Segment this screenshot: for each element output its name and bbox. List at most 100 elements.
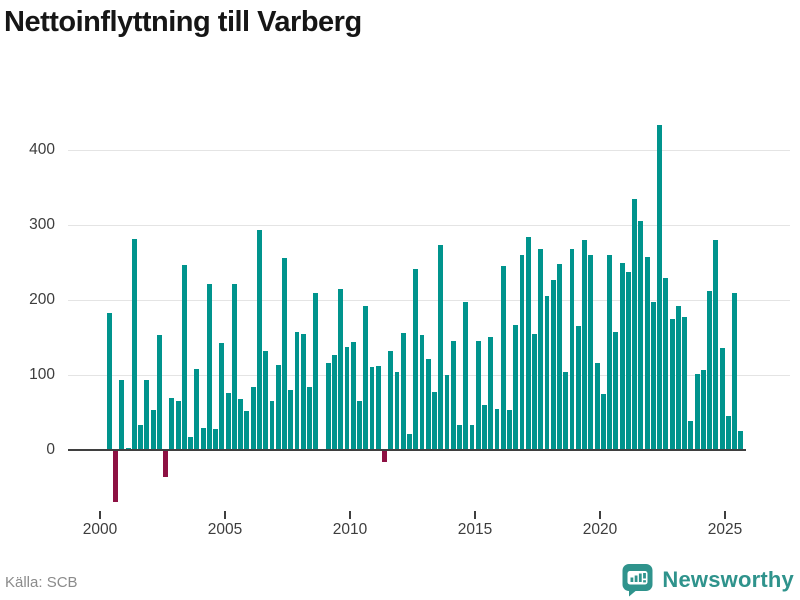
bar xyxy=(532,333,537,450)
bar xyxy=(169,397,175,450)
bar xyxy=(256,230,262,450)
bar xyxy=(357,400,362,450)
bar xyxy=(425,358,431,450)
bar xyxy=(625,271,631,450)
bar xyxy=(375,366,381,450)
bar xyxy=(181,264,187,450)
bar xyxy=(563,372,569,450)
source-label: Källa: SCB xyxy=(5,574,78,591)
bar xyxy=(206,283,212,450)
bar xyxy=(569,249,575,450)
x-axis-label: 2000 xyxy=(82,521,118,538)
bar xyxy=(382,451,387,463)
bar xyxy=(544,295,550,450)
x-axis-tick xyxy=(724,511,726,519)
bar xyxy=(238,399,244,450)
y-axis-label: 100 xyxy=(29,366,55,383)
bar xyxy=(269,401,275,450)
bar xyxy=(294,332,300,450)
bar xyxy=(250,387,256,450)
bar xyxy=(113,451,119,502)
bar xyxy=(632,198,638,450)
bar xyxy=(419,335,425,450)
bar xyxy=(213,429,219,450)
bar xyxy=(500,266,506,450)
bar xyxy=(131,238,137,450)
x-axis-label: 2005 xyxy=(207,521,243,538)
bar xyxy=(194,369,200,450)
x-axis-tick xyxy=(599,511,601,519)
bar xyxy=(457,424,462,450)
y-axis-label: 300 xyxy=(29,216,55,233)
bar xyxy=(432,392,437,450)
bar xyxy=(613,332,619,450)
bar xyxy=(125,447,131,450)
y-axis-label: 0 xyxy=(46,441,55,458)
bar xyxy=(407,433,412,450)
x-axis-label: 2025 xyxy=(707,521,743,538)
bar xyxy=(619,262,625,450)
x-axis-tick xyxy=(349,511,351,519)
bar xyxy=(400,333,406,450)
bar xyxy=(275,364,281,450)
bar xyxy=(669,318,675,450)
bar xyxy=(713,240,719,450)
bar xyxy=(513,324,519,450)
bar xyxy=(156,335,162,450)
bar xyxy=(138,425,144,450)
bar xyxy=(244,411,250,450)
bar xyxy=(225,393,231,450)
bar xyxy=(650,301,656,450)
gridline xyxy=(68,225,790,226)
bar xyxy=(163,451,169,478)
bar xyxy=(394,372,400,450)
bar xyxy=(657,125,663,450)
bar xyxy=(288,390,294,450)
x-axis-label: 2020 xyxy=(582,521,618,538)
bar xyxy=(663,277,669,450)
bar xyxy=(688,420,694,450)
bar xyxy=(607,255,612,450)
bar xyxy=(150,410,156,450)
bar xyxy=(119,379,125,450)
bar xyxy=(494,408,500,450)
gridline xyxy=(68,300,790,301)
bar xyxy=(413,268,419,450)
bar xyxy=(231,283,237,450)
bar xyxy=(638,221,644,450)
y-axis-label: 400 xyxy=(29,141,55,158)
bar xyxy=(525,237,531,450)
newsworthy-logo[interactable]: Newsworthy xyxy=(621,563,794,597)
bar xyxy=(325,363,331,450)
bar xyxy=(282,258,287,450)
bar xyxy=(582,240,587,450)
plot-area: 0 100 200 300 400 2000 2005 2010 2015 2020 2025 xyxy=(0,115,800,555)
bar xyxy=(707,291,713,450)
bar xyxy=(588,255,594,450)
bar xyxy=(732,293,738,450)
bar xyxy=(388,351,394,450)
bar xyxy=(450,341,456,450)
bar xyxy=(263,351,269,450)
newsworthy-wordmark: Newsworthy xyxy=(662,567,794,592)
bar xyxy=(200,428,206,450)
chart-title: Nettoinflyttning till Varberg xyxy=(4,6,362,38)
bar xyxy=(644,257,650,450)
bar xyxy=(106,312,112,450)
bar xyxy=(369,366,375,450)
bar xyxy=(507,409,512,450)
bar xyxy=(600,393,606,450)
bar xyxy=(694,373,700,450)
bar xyxy=(682,317,688,450)
x-axis-tick xyxy=(99,511,101,519)
bar xyxy=(575,326,581,450)
bar xyxy=(444,375,450,450)
bar xyxy=(175,401,181,450)
bar xyxy=(363,306,369,450)
x-axis-label: 2015 xyxy=(457,521,493,538)
gridline xyxy=(68,150,790,151)
bar xyxy=(300,333,306,450)
bar xyxy=(219,342,225,450)
bar xyxy=(475,341,481,450)
